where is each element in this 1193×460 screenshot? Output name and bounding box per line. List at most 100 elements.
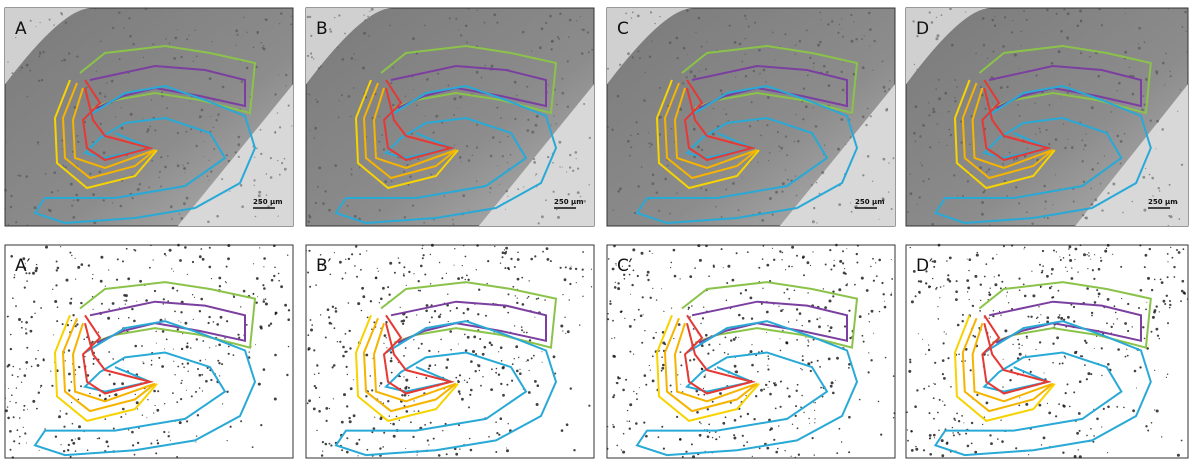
- cell-dot: [149, 267, 151, 269]
- cell-dot: [735, 76, 736, 77]
- cell-dot: [750, 297, 753, 300]
- cell-dot: [734, 41, 737, 44]
- cell-dot: [772, 32, 774, 34]
- cell-dot: [238, 156, 240, 158]
- cell-dot: [498, 351, 499, 352]
- cell-dot: [932, 112, 933, 113]
- cell-dot: [965, 360, 966, 361]
- cell-dot: [17, 429, 19, 431]
- cell-dot: [1020, 31, 1022, 33]
- cell-dot: [221, 363, 223, 365]
- cell-dot: [446, 453, 448, 455]
- cell-dot: [577, 168, 579, 170]
- cell-dot: [931, 21, 934, 24]
- cell-dot: [345, 272, 347, 274]
- cell-dot: [745, 289, 747, 291]
- cell-dot: [450, 310, 452, 312]
- cell-dot: [68, 444, 70, 446]
- cell-dot: [506, 190, 508, 192]
- cell-dot: [564, 278, 567, 281]
- cell-dot: [1060, 97, 1061, 98]
- cell-dot: [416, 105, 418, 107]
- cell-dot: [607, 68, 609, 70]
- cell-dot: [786, 288, 788, 290]
- cell-dot: [1126, 349, 1127, 350]
- cell-dot: [569, 19, 572, 22]
- cell-dot: [277, 160, 278, 161]
- cell-dot: [417, 454, 418, 455]
- cell-dot: [100, 41, 102, 43]
- cell-dot: [781, 259, 782, 260]
- cell-dot: [638, 50, 640, 52]
- cell-dot: [228, 353, 230, 355]
- cell-dot: [406, 316, 408, 318]
- cell-dot: [428, 444, 429, 445]
- cell-dot: [1168, 225, 1170, 227]
- cell-dot: [1144, 266, 1146, 268]
- scale-bar-label: 250 µm: [855, 198, 885, 206]
- cell-dot: [70, 456, 72, 458]
- cell-dot: [131, 431, 134, 434]
- cell-dot: [502, 394, 505, 397]
- cell-dot: [500, 263, 501, 264]
- cell-dot: [1055, 174, 1056, 175]
- cell-dot: [208, 180, 209, 181]
- cell-dot: [1104, 155, 1105, 156]
- cell-dot: [907, 211, 909, 213]
- cell-dot: [997, 438, 999, 440]
- cell-dot: [390, 360, 393, 363]
- cell-dot: [813, 62, 815, 64]
- cell-dot: [347, 205, 349, 207]
- cell-dot: [213, 127, 214, 128]
- cell-dot: [466, 381, 468, 383]
- cell-dot: [240, 420, 242, 422]
- cell-dot: [486, 283, 487, 284]
- cell-dot: [497, 165, 498, 166]
- cell-dot: [500, 117, 502, 119]
- cell-dot: [1065, 357, 1066, 358]
- cell-dot: [893, 417, 894, 418]
- cell-dot: [1004, 16, 1006, 18]
- cell-dot: [1080, 20, 1082, 22]
- cell-dot: [1032, 294, 1035, 297]
- cell-dot: [799, 312, 802, 315]
- cell-dot: [1017, 339, 1019, 341]
- cell-dot: [938, 318, 940, 320]
- cell-dot: [1156, 328, 1159, 331]
- cell-dot: [984, 276, 986, 278]
- cell-dot: [957, 432, 959, 434]
- cell-dot: [65, 166, 67, 168]
- cell-dot: [150, 245, 152, 247]
- cell-dot: [766, 311, 769, 314]
- cell-dot: [21, 321, 23, 323]
- cell-dot: [399, 420, 400, 421]
- cell-dot: [547, 156, 549, 158]
- cell-dot: [614, 355, 616, 357]
- cell-dot: [458, 344, 459, 345]
- cell-dot: [526, 361, 527, 362]
- cell-dot: [281, 162, 283, 164]
- cell-dot: [983, 44, 985, 46]
- cell-dot: [748, 26, 750, 28]
- cell-dot: [75, 279, 76, 280]
- cell-dot: [440, 314, 442, 316]
- cell-dot: [504, 249, 505, 250]
- cell-dot: [159, 171, 161, 173]
- cell-dot: [181, 380, 183, 382]
- cell-dot: [514, 358, 515, 359]
- cell-dot: [351, 253, 353, 255]
- cell-dot: [732, 182, 735, 185]
- cell-dot: [701, 46, 703, 48]
- cell-dot: [512, 363, 514, 365]
- cell-dot: [938, 97, 941, 100]
- cell-dot: [167, 155, 169, 157]
- cell-dot: [758, 267, 760, 269]
- cell-dot: [941, 14, 943, 16]
- cell-dot: [511, 380, 513, 382]
- panel-label: D: [916, 19, 929, 39]
- cell-dot: [745, 75, 747, 77]
- cell-dot: [1011, 31, 1013, 33]
- cell-dot: [465, 349, 468, 352]
- cell-dot: [888, 88, 890, 90]
- cell-dot: [757, 162, 758, 163]
